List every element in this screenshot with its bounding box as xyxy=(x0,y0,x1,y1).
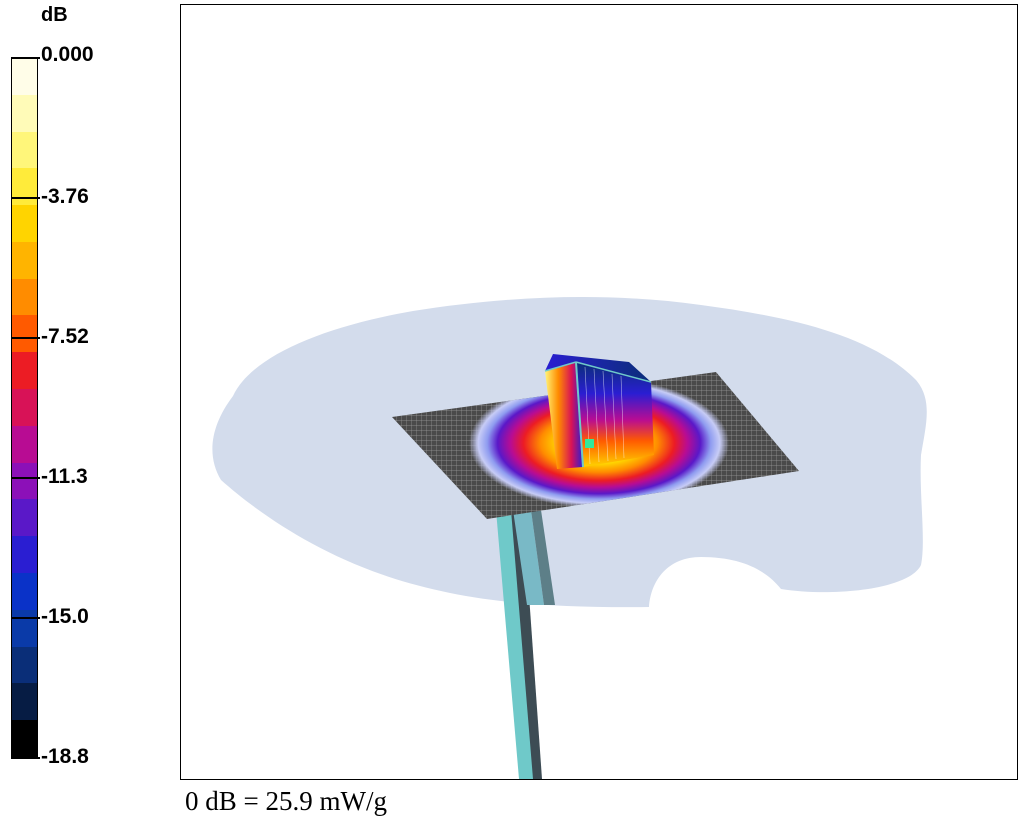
colorbar-segment xyxy=(12,94,37,132)
reference-caption: 0 dB = 25.9 mW/g xyxy=(185,786,387,816)
zoom-scan-cube xyxy=(544,354,654,469)
colorbar-tick-label-3: -11.3 xyxy=(41,465,88,488)
colorbar-tick xyxy=(11,197,40,199)
colorbar-tick xyxy=(11,757,40,759)
colorbar-tick-label-4: -15.0 xyxy=(41,605,89,628)
colorbar-segment xyxy=(12,278,37,316)
colorbar-tick xyxy=(11,337,40,339)
colorbar-segment xyxy=(12,205,37,242)
colorbar xyxy=(11,57,38,758)
colorbar-segment xyxy=(12,720,37,757)
colorbar-tick-label-0: 0.000 xyxy=(41,43,94,66)
colorbar-segment xyxy=(12,389,37,426)
colorbar-segment xyxy=(12,683,37,721)
colorbar-tick xyxy=(11,57,40,59)
probe-upper xyxy=(513,510,555,605)
colorbar-tick-label-5: -18.8 xyxy=(41,745,89,768)
colorbar-tick-label-1: -3.76 xyxy=(41,185,89,208)
colorbar-segment xyxy=(12,131,37,169)
colorbar-segment xyxy=(12,462,37,500)
colorbar-segment xyxy=(12,315,37,353)
colorbar-tick xyxy=(11,617,40,619)
colorbar-segment xyxy=(12,241,37,279)
3d-view-panel[interactable] xyxy=(180,4,1018,780)
colorbar-unit-label: dB xyxy=(41,4,68,26)
colorbar-tick xyxy=(11,477,40,479)
colorbar-segment xyxy=(12,646,37,684)
colorbar-segment xyxy=(12,425,37,463)
colorbar-segment xyxy=(12,609,37,647)
colorbar-tick-label-2: -7.52 xyxy=(41,325,89,348)
colorbar-segment xyxy=(12,168,37,206)
colorbar-segment xyxy=(12,536,37,573)
colorbar-segment xyxy=(12,58,37,95)
colorbar-segment xyxy=(12,572,37,610)
colorbar-segment xyxy=(12,352,37,390)
3d-scene[interactable] xyxy=(181,5,1017,779)
probe-shaft-front xyxy=(496,510,533,779)
colorbar-segment xyxy=(12,499,37,537)
